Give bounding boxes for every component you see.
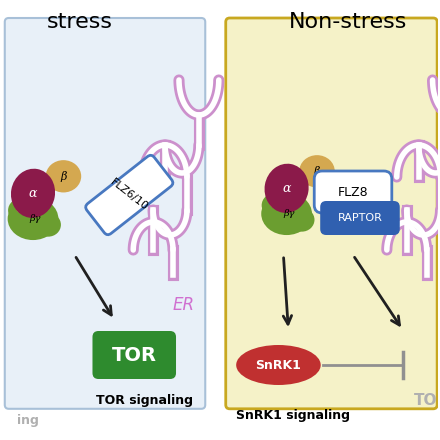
Text: TO: TO xyxy=(414,392,437,407)
Ellipse shape xyxy=(236,345,321,385)
Text: stress: stress xyxy=(47,12,113,32)
Text: ing: ing xyxy=(17,414,39,426)
Ellipse shape xyxy=(7,198,59,240)
Ellipse shape xyxy=(14,189,35,215)
Text: βγ: βγ xyxy=(30,214,41,224)
Ellipse shape xyxy=(289,208,315,231)
FancyBboxPatch shape xyxy=(92,331,176,379)
Text: α: α xyxy=(29,187,37,200)
Ellipse shape xyxy=(11,169,55,218)
Text: ER: ER xyxy=(173,296,195,314)
Text: βγ: βγ xyxy=(283,209,295,218)
Text: SnRK1 signaling: SnRK1 signaling xyxy=(236,408,350,422)
Ellipse shape xyxy=(46,160,81,192)
Text: FLZ8: FLZ8 xyxy=(338,186,368,198)
FancyBboxPatch shape xyxy=(320,201,400,235)
Text: FLZ6/10: FLZ6/10 xyxy=(109,177,150,213)
Ellipse shape xyxy=(36,213,61,237)
Ellipse shape xyxy=(299,155,335,187)
Text: RAPTOR: RAPTOR xyxy=(337,213,382,223)
Text: SnRK1: SnRK1 xyxy=(256,359,301,371)
Text: Non-stress: Non-stress xyxy=(289,12,407,32)
Text: β: β xyxy=(314,166,320,177)
Text: β: β xyxy=(60,171,66,182)
Ellipse shape xyxy=(8,198,38,223)
FancyBboxPatch shape xyxy=(226,18,437,409)
Text: TOR signaling: TOR signaling xyxy=(95,393,193,407)
Text: TOR: TOR xyxy=(112,345,157,364)
Ellipse shape xyxy=(268,184,289,209)
Text: α: α xyxy=(282,182,291,195)
Ellipse shape xyxy=(264,164,308,213)
Ellipse shape xyxy=(262,193,291,218)
Ellipse shape xyxy=(261,193,312,235)
FancyBboxPatch shape xyxy=(5,18,205,409)
FancyBboxPatch shape xyxy=(86,155,173,235)
FancyBboxPatch shape xyxy=(314,171,392,213)
